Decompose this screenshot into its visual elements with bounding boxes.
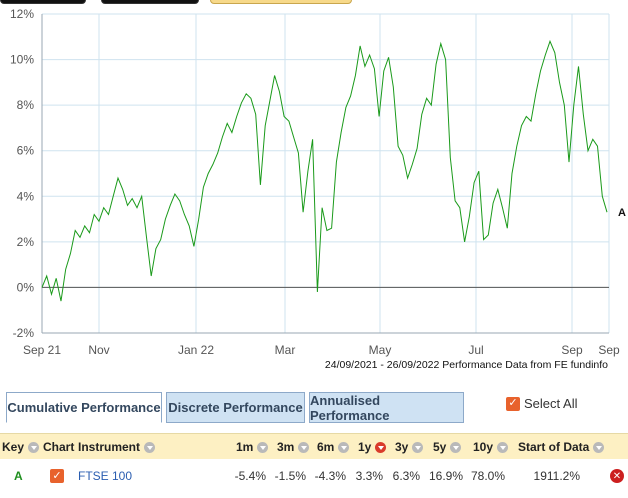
sort-arrow-icon[interactable]	[412, 441, 424, 453]
column-header-5y-label: 5y	[433, 440, 447, 454]
row-remove[interactable]: ✕	[610, 460, 624, 492]
row-chart-toggle[interactable]: ✓	[50, 460, 64, 492]
performance-chart: 12% 10% 8% 6% 4% 2% 0% -2% Sep 21 Nov Jan 22 Mar May…	[10, 7, 626, 371]
column-header-key[interactable]: Key	[2, 434, 40, 460]
column-header-1y[interactable]: 1y	[358, 434, 387, 460]
column-header-instrument[interactable]: Instrument	[78, 434, 156, 460]
x-tick-label: Nov	[88, 343, 109, 357]
y-tick-label: 6%	[17, 144, 35, 158]
column-header-3m-label: 3m	[277, 440, 295, 454]
column-header-1m-label: 1m	[236, 440, 254, 454]
key-letter: A	[14, 469, 23, 483]
row-10y: 78.0%	[470, 469, 505, 483]
table-header: Key Chart Instrument 1m 3m 6m 1y 3y 5y 1…	[0, 433, 628, 459]
y-tick-label: -2%	[13, 326, 35, 340]
select-all-label: Select All	[524, 396, 578, 411]
x-tick-label: Mar	[275, 343, 296, 357]
column-header-6m-label: 6m	[317, 440, 335, 454]
row-start-of-data: 1911.2%	[533, 469, 580, 483]
y-tick-label: 2%	[17, 235, 35, 249]
sort-arrow-icon[interactable]	[593, 441, 605, 453]
x-tick-label: Sep	[561, 343, 583, 357]
column-header-start-of-data[interactable]: Start of Data	[518, 434, 605, 460]
y-tick-label: 0%	[17, 280, 35, 294]
y-tick-label: 10%	[10, 53, 34, 67]
column-header-1y-label: 1y	[358, 440, 372, 454]
column-header-key-label: Key	[2, 440, 25, 454]
column-header-6m[interactable]: 6m	[317, 434, 350, 460]
row-3m: -1.5%	[274, 469, 306, 483]
x-tick-label: May	[369, 343, 392, 357]
sort-arrow-icon[interactable]	[497, 441, 509, 453]
sort-arrow-icon[interactable]	[144, 441, 156, 453]
column-header-chart-label: Chart	[43, 440, 75, 454]
x-tick-label: Sep	[598, 343, 620, 357]
row-1y: 3.3%	[355, 469, 383, 483]
tab-cumulative-performance[interactable]: Cumulative Performance	[6, 392, 162, 423]
y-tick-label: 4%	[17, 189, 35, 203]
series-line	[41, 39, 608, 302]
column-header-3m[interactable]: 3m	[277, 434, 310, 460]
row-instrument[interactable]: FTSE 100	[78, 460, 132, 492]
sort-arrow-icon[interactable]	[28, 441, 40, 453]
check-icon[interactable]: ✓	[506, 396, 520, 411]
check-icon[interactable]: ✓	[50, 469, 64, 483]
sort-arrow-icon[interactable]	[450, 441, 462, 453]
row-key: A	[14, 460, 23, 492]
sort-arrow-icon[interactable]	[338, 441, 350, 453]
sort-arrow-icon[interactable]	[257, 441, 269, 453]
row-6m: -4.3%	[314, 469, 346, 483]
tab-discrete-performance[interactable]: Discrete Performance	[166, 392, 305, 423]
column-header-chart: Chart	[43, 434, 74, 460]
sort-active-icon[interactable]	[375, 441, 387, 453]
series-end-label: A	[618, 207, 626, 219]
y-tick-label: 8%	[17, 98, 35, 112]
row-1m: -5.4%	[234, 469, 266, 483]
column-header-10y-label: 10y	[473, 440, 494, 454]
column-header-3y-label: 3y	[395, 440, 409, 454]
column-header-1m[interactable]: 1m	[236, 434, 269, 460]
column-header-3y[interactable]: 3y	[395, 434, 424, 460]
column-header-instrument-label: Instrument	[78, 440, 141, 454]
select-all-checkbox[interactable]: ✓ Select All	[506, 396, 577, 411]
x-tick-label: Jul	[468, 343, 483, 357]
row-5y: 16.9%	[428, 469, 463, 483]
tab-annualised-performance[interactable]: Annualised Performance	[309, 392, 464, 423]
x-tick-label: Jan 22	[178, 343, 214, 357]
sort-arrow-icon[interactable]	[298, 441, 310, 453]
instrument-link[interactable]: FTSE 100	[78, 469, 133, 483]
column-header-10y[interactable]: 10y	[473, 434, 509, 460]
y-tick-label: 12%	[10, 7, 34, 21]
remove-icon[interactable]: ✕	[610, 469, 624, 483]
column-header-start-label: Start of Data	[518, 440, 590, 454]
row-3y: 6.3%	[392, 469, 420, 483]
table-row: A ✓ FTSE 100 -5.4% -1.5% -4.3% 3.3% 6.3%…	[0, 460, 628, 492]
x-tick-label: Sep 21	[23, 343, 61, 357]
date-range-note: 24/09/2021 - 26/09/2022 Performance Data…	[325, 359, 608, 371]
column-header-5y[interactable]: 5y	[433, 434, 462, 460]
